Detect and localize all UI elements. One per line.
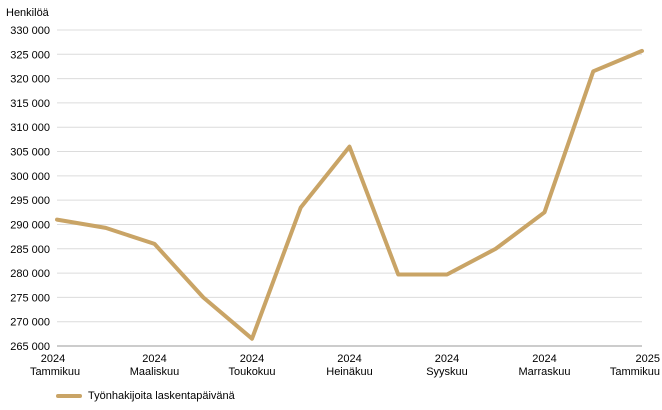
x-tick-month: Tammikuu	[30, 366, 80, 378]
y-tick-label: 325 000	[10, 49, 50, 61]
x-tick-month: Syyskuu	[426, 366, 468, 378]
x-tick-year: 2024	[435, 353, 459, 365]
y-tick-label: 320 000	[10, 74, 50, 86]
y-tick-label: 305 000	[10, 147, 50, 159]
x-tick-year: 2024	[240, 353, 264, 365]
y-tick-label: 295 000	[10, 195, 50, 207]
y-tick-label: 280 000	[10, 268, 50, 280]
legend-swatch	[56, 394, 82, 398]
y-tick-label: 310 000	[10, 122, 50, 134]
y-tick-label: 275 000	[10, 292, 50, 304]
x-tick-year: 2025	[636, 353, 660, 365]
y-tick-label: 265 000	[10, 341, 50, 353]
x-tick-month: Heinäkuu	[326, 366, 372, 378]
y-tick-label: 285 000	[10, 244, 50, 256]
x-tick-year: 2024	[41, 353, 65, 365]
y-tick-label: 330 000	[10, 25, 50, 37]
legend: Työnhakijoita laskentapäivänä	[56, 388, 235, 404]
x-tick-month: Tammikuu	[610, 366, 660, 378]
y-tick-label: 270 000	[10, 317, 50, 329]
y-tick-label: 290 000	[10, 219, 50, 231]
y-axis-ticks: 265 000 270 000 275 000 280 000 285 000 290 0…	[10, 25, 50, 353]
x-tick-year: 2024	[337, 353, 361, 365]
series-lines	[55, 48, 644, 341]
legend-label: Työnhakijoita laskentapäivänä	[88, 390, 235, 402]
x-tick-year: 2024	[532, 353, 556, 365]
x-tick-year: 2024	[142, 353, 166, 365]
x-tick-month: Toukokuu	[228, 366, 275, 378]
x-tick-month: Maaliskuu	[130, 366, 180, 378]
grid-lines	[57, 29, 642, 347]
series-line	[55, 48, 644, 341]
y-tick-label: 315 000	[10, 98, 50, 110]
y-tick-label: 300 000	[10, 171, 50, 183]
x-axis-ticks: 2024Tammikuu2024Maaliskuu2024Toukokuu202…	[30, 353, 660, 378]
y-axis-label: Henkilöä	[6, 7, 50, 19]
x-tick-month: Marraskuu	[519, 366, 571, 378]
